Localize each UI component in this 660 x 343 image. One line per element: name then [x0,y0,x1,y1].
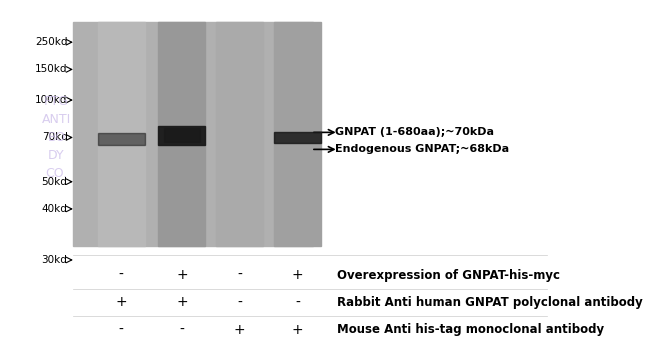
Text: PTG
ANTI
BO
DY
CO.: PTG ANTI BO DY CO. [42,95,71,180]
Text: 70kd: 70kd [42,132,67,142]
Bar [73,22,313,246]
Text: -: - [237,295,242,309]
Text: Mouse Anti his-tag monoclonal antibody: Mouse Anti his-tag monoclonal antibody [337,323,605,336]
Text: Endogenous GNPAT;~68kDa: Endogenous GNPAT;~68kDa [335,144,509,154]
Text: 150kd: 150kd [35,64,67,74]
Text: 100kd: 100kd [35,95,67,105]
Text: -: - [119,268,123,282]
Text: 40kd: 40kd [42,204,67,214]
Text: -: - [295,295,300,309]
Text: +: + [234,323,246,337]
Text: Rabbit Anti human GNPAT polyclonal antibody: Rabbit Anti human GNPAT polyclonal antib… [337,296,644,309]
Text: 250kd: 250kd [35,37,67,47]
Text: 30kd: 30kd [42,255,67,265]
Bar [158,127,205,145]
Bar [274,131,321,143]
Text: +: + [115,295,127,309]
Bar [274,22,321,246]
Text: GNPAT (1-680aa);~70kDa: GNPAT (1-680aa);~70kDa [335,127,494,138]
Bar [98,133,145,145]
Text: +: + [176,295,187,309]
Text: +: + [292,323,304,337]
Text: +: + [292,268,304,282]
Bar [216,22,263,246]
Text: +: + [176,268,187,282]
Text: 50kd: 50kd [42,177,67,187]
Text: Overexpression of GNPAT-his-myc: Overexpression of GNPAT-his-myc [337,269,560,282]
Text: -: - [180,323,184,337]
Text: -: - [237,268,242,282]
Text: -: - [119,323,123,337]
Bar [158,22,205,246]
Bar [164,128,200,142]
Bar [98,22,145,246]
